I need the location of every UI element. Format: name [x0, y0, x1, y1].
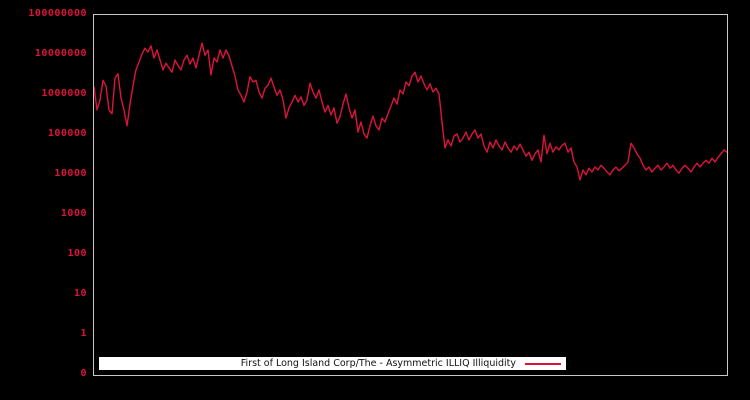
- y-axis-tick-label: 10000: [54, 168, 87, 179]
- y-axis-tick-label: 10: [73, 288, 87, 299]
- y-axis-tick-label: 1000: [60, 208, 87, 219]
- legend: First of Long Island Corp/The - Asymmetr…: [99, 357, 566, 370]
- y-axis-tick-label: 1000000: [41, 88, 87, 99]
- series-plot: [94, 42, 727, 181]
- y-axis-tick-label: 10000000: [34, 48, 87, 59]
- y-axis-tick-label: 1: [80, 328, 87, 339]
- y-axis-tick-label: 0: [80, 368, 87, 379]
- y-axis-tick-label: 100: [67, 248, 87, 259]
- y-axis-tick-label: 100000000: [28, 8, 87, 19]
- series-line: [94, 42, 727, 181]
- y-axis-tick-label: 100000: [47, 128, 87, 139]
- legend-line-sample-icon: [525, 362, 561, 365]
- legend-label: First of Long Island Corp/The - Asymmetr…: [240, 358, 516, 369]
- plot-area: [93, 14, 728, 376]
- y-axis: 100000000 10000000 1000000 100000 10000 1000 1…: [0, 0, 87, 400]
